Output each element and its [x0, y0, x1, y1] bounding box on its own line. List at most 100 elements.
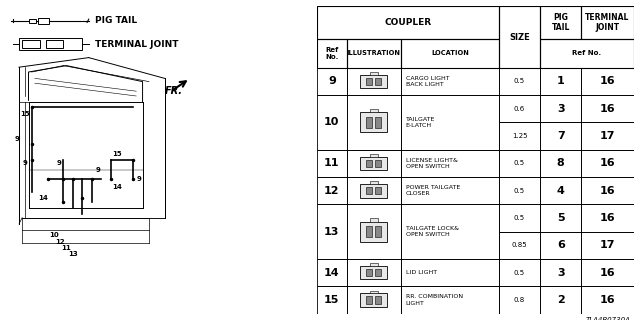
Text: 9: 9 — [23, 160, 28, 166]
Text: 2: 2 — [557, 295, 564, 305]
Bar — [347, 177, 401, 204]
Bar — [581, 259, 634, 286]
Text: 16: 16 — [600, 295, 615, 305]
Text: 16: 16 — [600, 186, 615, 196]
Bar — [347, 68, 401, 95]
Text: SIZE: SIZE — [509, 33, 530, 42]
Bar — [401, 68, 499, 95]
Bar — [38, 18, 49, 24]
Text: Ref
No.: Ref No. — [325, 47, 339, 60]
Text: 10: 10 — [324, 117, 340, 127]
Text: COUPLER: COUPLER — [384, 18, 431, 27]
Bar — [29, 19, 36, 23]
Text: 0.8: 0.8 — [514, 297, 525, 303]
Bar — [581, 286, 634, 314]
Text: TLA4B0730A: TLA4B0730A — [586, 317, 630, 320]
Text: 0.5: 0.5 — [514, 215, 525, 221]
Text: 1: 1 — [557, 76, 564, 86]
Bar — [366, 187, 372, 195]
Bar — [360, 184, 387, 197]
Text: 4: 4 — [557, 186, 564, 196]
Bar — [499, 68, 540, 95]
Bar — [347, 286, 401, 314]
Text: 15: 15 — [20, 111, 30, 116]
Text: 1.25: 1.25 — [512, 133, 527, 139]
Bar — [317, 68, 347, 95]
Bar — [317, 150, 347, 177]
Text: 0.5: 0.5 — [514, 270, 525, 276]
Bar — [401, 95, 499, 150]
Bar — [370, 218, 378, 222]
Bar — [401, 286, 499, 314]
Bar — [317, 177, 347, 204]
Text: RR. COMBINATION
LIGHT: RR. COMBINATION LIGHT — [406, 294, 463, 306]
Text: CARGO LIGHT
BACK LIGHT: CARGO LIGHT BACK LIGHT — [406, 76, 449, 87]
Bar — [581, 123, 634, 150]
Bar — [540, 39, 634, 68]
Text: 0.5: 0.5 — [514, 78, 525, 84]
Text: ILLUSTRATION: ILLUSTRATION — [347, 50, 401, 56]
Text: 13: 13 — [324, 227, 340, 237]
Bar — [540, 204, 581, 232]
Text: 16: 16 — [600, 268, 615, 278]
Bar — [366, 226, 372, 237]
Bar — [360, 293, 387, 307]
Bar — [540, 177, 581, 204]
Bar — [366, 78, 372, 85]
Text: TAILGATE LOCK&
OPEN SWITCH: TAILGATE LOCK& OPEN SWITCH — [406, 226, 458, 237]
Bar — [499, 150, 540, 177]
Bar — [499, 259, 540, 286]
Bar — [499, 123, 540, 150]
Bar — [401, 177, 499, 204]
Text: 16: 16 — [600, 158, 615, 168]
Bar — [376, 269, 381, 276]
Text: PIG
TAIL: PIG TAIL — [552, 13, 570, 32]
Bar — [401, 259, 499, 286]
Text: 5: 5 — [557, 213, 564, 223]
Bar — [376, 226, 381, 237]
Bar — [46, 40, 63, 48]
Bar — [540, 286, 581, 314]
Bar — [317, 286, 347, 314]
Bar — [581, 150, 634, 177]
Text: 13: 13 — [68, 252, 77, 257]
Bar — [366, 269, 372, 276]
Bar — [581, 95, 634, 123]
Bar — [360, 75, 387, 88]
Text: 12: 12 — [324, 186, 340, 196]
Bar — [540, 123, 581, 150]
Text: 15: 15 — [324, 295, 340, 305]
Bar — [499, 286, 540, 314]
Bar — [360, 112, 387, 132]
Text: TERMINAL
JOINT: TERMINAL JOINT — [585, 13, 630, 32]
Bar — [401, 204, 499, 259]
Text: PIG TAIL: PIG TAIL — [95, 16, 137, 25]
Bar — [370, 263, 378, 266]
Text: LID LIGHT: LID LIGHT — [406, 270, 436, 275]
Bar — [401, 39, 499, 68]
Text: 9: 9 — [328, 76, 336, 86]
Bar — [317, 204, 347, 259]
Bar — [370, 181, 378, 184]
Text: 17: 17 — [600, 131, 615, 141]
Bar — [376, 160, 381, 167]
Bar — [366, 296, 372, 304]
Text: 9: 9 — [15, 136, 20, 142]
Text: FR.: FR. — [164, 86, 183, 96]
Text: 14: 14 — [324, 268, 340, 278]
Bar — [376, 117, 381, 128]
Bar — [540, 6, 581, 39]
Bar — [22, 40, 40, 48]
Bar — [366, 160, 372, 167]
Text: 10: 10 — [49, 232, 59, 238]
Bar — [376, 296, 381, 304]
Text: 0.85: 0.85 — [512, 242, 527, 248]
Bar — [540, 259, 581, 286]
Bar — [347, 150, 401, 177]
Text: 0.6: 0.6 — [514, 106, 525, 112]
Text: 16: 16 — [600, 213, 615, 223]
Bar — [347, 39, 401, 68]
Text: 14: 14 — [112, 184, 122, 190]
Bar — [360, 266, 387, 279]
Bar — [347, 259, 401, 286]
